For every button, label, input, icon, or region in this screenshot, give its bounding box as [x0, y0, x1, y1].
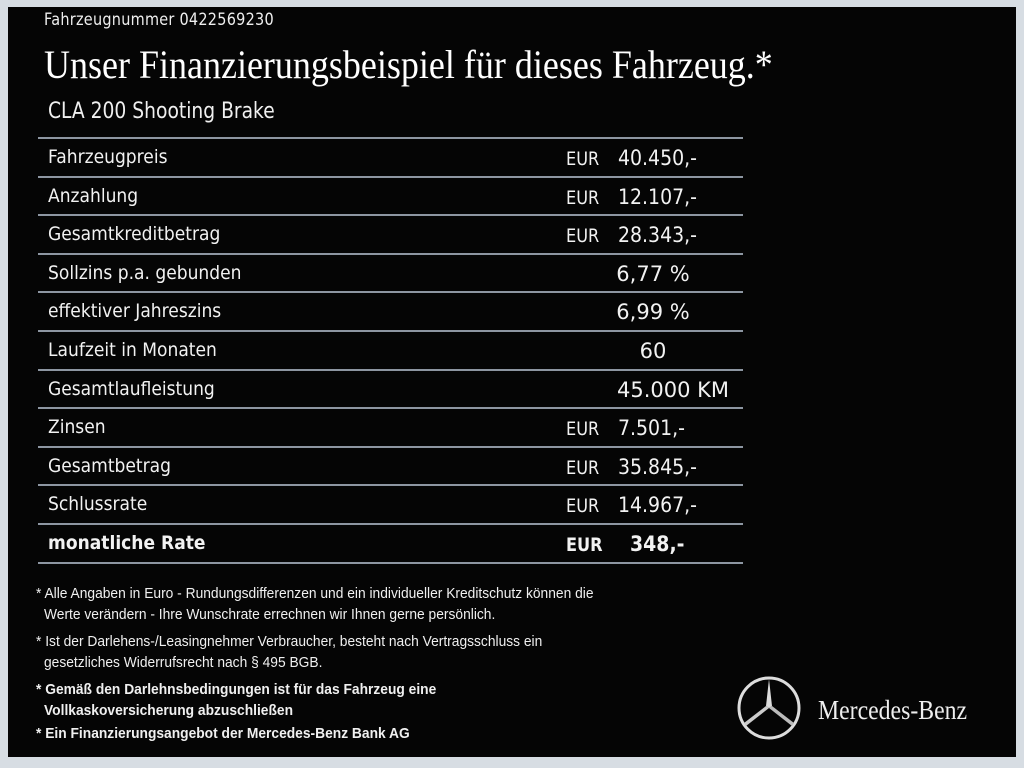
table-row: Fahrzeugpreis EUR 40.450,-: [38, 137, 743, 176]
footnote: * Ist der Darlehens-/Leasingnehmer Verbr…: [36, 633, 543, 650]
row-currency: EUR: [566, 148, 600, 170]
footnote: Vollkaskoversicherung abzuschließen: [44, 702, 294, 719]
model-name: CLA 200 Shooting Brake: [48, 99, 275, 124]
table-row: Anzahlung EUR 12.107,-: [38, 175, 743, 215]
table-row: Gesamtbetrag EUR 35.845,-: [38, 445, 743, 485]
brand-name: Mercedes-Benz: [818, 695, 968, 725]
row-currency: EUR: [566, 456, 600, 479]
table-row: Zinsen EUR 7.501,-: [38, 407, 743, 446]
table-row-monthly-rate: monatliche Rate EUR 348,-: [38, 522, 743, 564]
row-value: 35.845,-: [618, 454, 697, 479]
page-title: Unser Finanzierungsbeispiel für dieses F…: [44, 42, 773, 87]
row-value: 6,99 %: [616, 300, 690, 325]
table-row: effektiver Jahreszins 6,99 %: [38, 291, 743, 330]
row-label: Zinsen: [48, 416, 106, 439]
row-currency: EUR: [566, 186, 600, 209]
table-row: Schlussrate EUR 14.967,-: [38, 484, 743, 523]
table-row: Sollzins p.a. gebunden 6,77 %: [38, 252, 743, 292]
row-label: Gesamtbetrag: [48, 454, 171, 477]
footnote: * Ein Finanzierungsangebot der Mercedes-…: [36, 725, 410, 742]
vehicle-number: Fahrzeugnummer 0422569230: [44, 10, 274, 30]
footnote: * Gemäß den Darlehnsbedingungen ist für …: [36, 681, 437, 698]
financing-table: Fahrzeugpreis EUR 40.450,- Anzahlung EUR 12.…: [38, 137, 743, 564]
row-currency: EUR: [566, 495, 600, 518]
row-value: 60: [639, 338, 667, 363]
row-label: Anzahlung: [48, 184, 139, 207]
table-row: Gesamtkreditbetrag EUR 28.343,-: [38, 214, 743, 253]
row-label: Laufzeit in Monaten: [48, 338, 217, 361]
row-label: monatliche Rate: [48, 531, 206, 554]
table-row: Gesamtlaufleistung 45.000 KM: [38, 368, 743, 408]
row-value: 348,-: [630, 531, 685, 556]
row-label: Fahrzeugpreis: [48, 146, 168, 168]
financing-panel: Fahrzeugnummer 0422569230 Unser Finanzie…: [8, 7, 1016, 757]
table-row: Laufzeit in Monaten 60: [38, 329, 743, 369]
row-label: Gesamtkreditbetrag: [48, 223, 221, 246]
row-value: 45.000 KM: [616, 377, 730, 402]
row-label: effektiver Jahreszins: [48, 300, 222, 323]
row-value: 6,77 %: [616, 261, 690, 286]
row-currency: EUR: [566, 418, 600, 441]
mercedes-star-icon: [737, 676, 801, 740]
row-label: Sollzins p.a. gebunden: [48, 261, 242, 284]
footnote: Werte verändern - Ihre Wunschrate errech…: [44, 606, 496, 623]
row-value: 7.501,-: [618, 416, 685, 441]
row-currency: EUR: [566, 533, 603, 556]
row-value: 28.343,-: [618, 223, 697, 248]
row-label: Gesamtlaufleistung: [48, 377, 215, 400]
row-currency: EUR: [566, 225, 600, 248]
footnote: gesetzliches Widerrufsrecht nach § 495 B…: [44, 654, 323, 671]
row-value: 40.450,-: [618, 146, 697, 170]
footnote: * Alle Angaben in Euro - Rundungsdiffere…: [36, 585, 594, 602]
row-value: 14.967,-: [618, 493, 697, 518]
row-value: 12.107,-: [618, 184, 697, 209]
row-label: Schlussrate: [48, 493, 148, 516]
